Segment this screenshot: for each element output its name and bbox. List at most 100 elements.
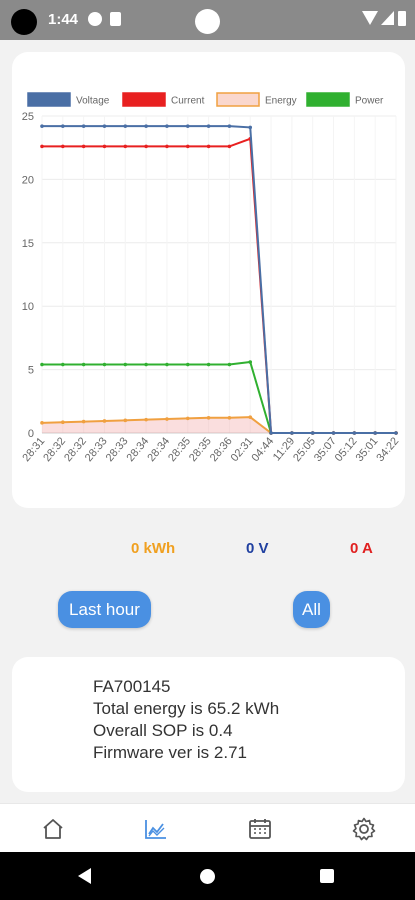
current-reading: 0 A bbox=[350, 540, 373, 557]
status-dot-icon bbox=[195, 9, 220, 34]
voltage-reading: 0 V bbox=[246, 540, 269, 557]
total-energy: Total energy is 65.2 kWh bbox=[93, 699, 280, 718]
device-serial: FA700145 bbox=[93, 677, 171, 696]
data-point bbox=[227, 144, 232, 149]
y-tick-label: 10 bbox=[22, 301, 34, 313]
data-point bbox=[185, 362, 190, 367]
legend-label-current: Current bbox=[171, 96, 205, 107]
home-icon[interactable] bbox=[40, 816, 66, 842]
data-point bbox=[248, 125, 253, 130]
x-tick-label: 02:31 bbox=[229, 435, 256, 464]
last-hour-button[interactable]: Last hour bbox=[58, 591, 151, 628]
data-point bbox=[61, 362, 65, 367]
battery-icon bbox=[398, 11, 406, 26]
recents-icon[interactable] bbox=[320, 869, 334, 883]
y-tick-label: 20 bbox=[22, 174, 34, 186]
x-tick-label: 28:31 bbox=[20, 435, 47, 464]
data-point bbox=[40, 362, 44, 367]
data-point bbox=[290, 431, 294, 435]
data-point bbox=[81, 362, 86, 367]
data-point bbox=[61, 144, 65, 149]
data-point bbox=[81, 144, 86, 149]
system-home-icon[interactable] bbox=[200, 869, 215, 884]
line-chart: 051015202528:3128:3228:3228:3328:3328:34… bbox=[20, 92, 401, 464]
legend-label-energy: Energy bbox=[265, 96, 297, 107]
data-point bbox=[206, 124, 211, 128]
calendar-icon[interactable] bbox=[247, 816, 273, 842]
data-point bbox=[102, 124, 107, 128]
data-point bbox=[144, 124, 148, 128]
camera-cutout bbox=[11, 9, 37, 35]
data-point bbox=[61, 124, 65, 128]
data-point bbox=[206, 144, 211, 149]
x-tick-label: 28:35 bbox=[187, 435, 214, 464]
x-tick-label: 28:35 bbox=[166, 435, 193, 464]
data-point bbox=[102, 144, 107, 149]
x-tick-label: 28:33 bbox=[104, 435, 131, 464]
data-point bbox=[144, 144, 148, 149]
system-nav-bar bbox=[0, 852, 415, 900]
legend-swatch-current bbox=[122, 92, 166, 107]
x-tick-label: 34:22 bbox=[374, 435, 401, 464]
x-tick-label: 35:07 bbox=[312, 435, 339, 464]
back-icon[interactable] bbox=[78, 868, 91, 884]
signal-icon bbox=[381, 11, 394, 25]
all-button[interactable]: All bbox=[293, 591, 330, 628]
x-tick-label: 25:05 bbox=[291, 435, 318, 464]
x-tick-label: 28:32 bbox=[41, 435, 68, 464]
device-info-card: FA700145 Total energy is 65.2 kWh Overal… bbox=[12, 657, 405, 792]
data-point bbox=[185, 144, 190, 149]
data-point bbox=[40, 144, 44, 149]
data-point bbox=[123, 124, 128, 128]
data-point bbox=[227, 362, 232, 367]
wifi-icon bbox=[362, 11, 378, 25]
overall-sop: Overall SOP is 0.4 bbox=[93, 721, 233, 740]
data-point bbox=[248, 360, 253, 364]
data-point bbox=[185, 124, 190, 128]
data-point bbox=[61, 420, 65, 425]
x-tick-label: 28:32 bbox=[62, 435, 89, 464]
legend-label-power: Power bbox=[355, 96, 384, 107]
notification-icon bbox=[88, 12, 102, 26]
chart-card: 0 5 10 15 20 25 28:31 28:32 28:32 28:33 28:33 28:34… bbox=[12, 52, 405, 508]
x-tick-label: 28:34 bbox=[145, 435, 172, 464]
data-point bbox=[206, 362, 211, 367]
data-point bbox=[352, 431, 357, 435]
data-point bbox=[81, 419, 86, 424]
series-line-voltage bbox=[42, 125, 396, 434]
data-point bbox=[40, 421, 44, 425]
data-point bbox=[394, 431, 398, 435]
status-bar: 1:44 bbox=[0, 0, 415, 40]
legend-swatch-energy bbox=[216, 92, 260, 107]
firmware-version: Firmware ver is 2.71 bbox=[93, 743, 247, 762]
data-point bbox=[81, 124, 86, 128]
x-tick-label: 28:36 bbox=[208, 435, 235, 464]
status-time: 1:44 bbox=[48, 11, 79, 28]
data-point bbox=[165, 417, 169, 421]
data-point bbox=[144, 362, 148, 367]
data-point bbox=[144, 417, 148, 422]
data-point bbox=[123, 362, 128, 367]
data-point bbox=[269, 431, 273, 435]
data-point bbox=[102, 362, 107, 367]
x-tick-label: 05:12 bbox=[333, 435, 360, 464]
current-readings: 0 kWh 0 V 0 A bbox=[0, 540, 415, 564]
data-point bbox=[123, 144, 128, 149]
x-tick-label: 35:01 bbox=[354, 435, 381, 464]
y-tick-label: 0 bbox=[28, 428, 34, 440]
y-tick-label: 25 bbox=[22, 111, 34, 123]
data-point bbox=[185, 416, 190, 421]
energy-reading: 0 kWh bbox=[131, 540, 176, 557]
data-point bbox=[227, 415, 232, 420]
legend-swatch-voltage bbox=[27, 92, 71, 107]
settings-icon[interactable] bbox=[351, 816, 377, 842]
series-area-energy bbox=[42, 417, 396, 433]
bottom-nav bbox=[0, 803, 415, 852]
x-tick-label: 28:34 bbox=[125, 435, 152, 464]
data-point bbox=[165, 362, 169, 367]
legend-label-voltage: Voltage bbox=[76, 96, 110, 107]
data-point bbox=[165, 124, 169, 128]
data-point bbox=[40, 124, 44, 128]
chart-icon[interactable] bbox=[143, 816, 169, 842]
data-point bbox=[227, 124, 232, 128]
